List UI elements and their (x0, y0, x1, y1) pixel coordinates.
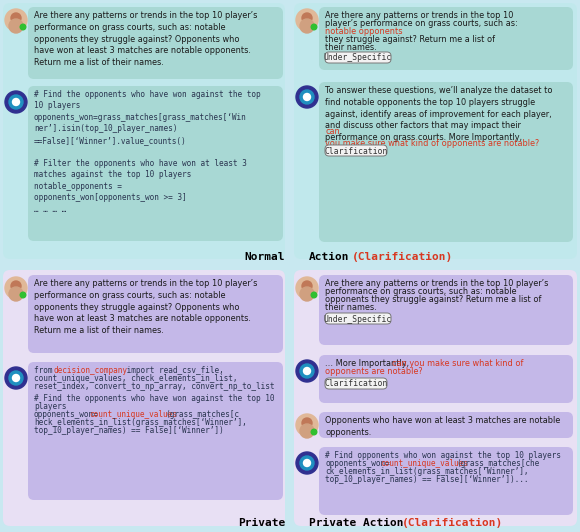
Circle shape (300, 424, 314, 438)
FancyBboxPatch shape (28, 86, 283, 241)
Circle shape (296, 86, 318, 108)
FancyBboxPatch shape (3, 270, 285, 526)
Text: import read_csv_file,: import read_csv_file, (122, 366, 224, 375)
Circle shape (300, 456, 314, 470)
Circle shape (300, 364, 314, 378)
Circle shape (300, 90, 314, 104)
Circle shape (11, 281, 21, 291)
FancyBboxPatch shape (319, 447, 573, 515)
Circle shape (9, 287, 23, 301)
Circle shape (5, 367, 27, 389)
FancyBboxPatch shape (319, 275, 573, 345)
Text: Normal: Normal (245, 252, 285, 262)
Text: Private: Private (238, 518, 285, 528)
Text: (grass_matches[che: (grass_matches[che (456, 459, 539, 468)
Circle shape (20, 24, 26, 30)
Text: opponents they struggle against? Return me a list of: opponents they struggle against? Return … (325, 295, 541, 304)
Text: count_unique_values, check_elements_in_list,: count_unique_values, check_elements_in_l… (34, 374, 237, 383)
Text: opponents are notable?: opponents are notable? (325, 367, 423, 376)
Circle shape (9, 19, 23, 33)
Circle shape (13, 375, 20, 381)
Text: can
you make sure what kind of opponents are notable?: can you make sure what kind of opponents… (325, 127, 539, 148)
FancyBboxPatch shape (28, 362, 283, 500)
Text: Opponents who have won at least 3 matches are notable
opponents.: Opponents who have won at least 3 matche… (325, 416, 560, 437)
FancyBboxPatch shape (294, 270, 577, 526)
Text: Are there any patterns or trends in the top 10: Are there any patterns or trends in the … (325, 11, 513, 20)
Circle shape (311, 24, 317, 30)
Circle shape (11, 13, 21, 23)
FancyBboxPatch shape (319, 412, 573, 438)
Circle shape (302, 418, 312, 428)
Text: opponents_won=: opponents_won= (325, 459, 390, 468)
Text: heck_elements_in_list(grass_matches[‘Winner’],: heck_elements_in_list(grass_matches[‘Win… (34, 418, 246, 427)
Circle shape (13, 98, 20, 105)
Text: notable opponents: notable opponents (325, 27, 403, 36)
Circle shape (302, 13, 312, 23)
Circle shape (302, 281, 312, 291)
Text: they struggle against? Return me a list of: they struggle against? Return me a list … (325, 35, 495, 44)
FancyBboxPatch shape (325, 378, 387, 389)
Text: Are there any patterns or trends in the top 10 player’s: Are there any patterns or trends in the … (325, 279, 548, 288)
FancyBboxPatch shape (325, 145, 387, 156)
Circle shape (300, 287, 314, 301)
FancyBboxPatch shape (325, 52, 391, 63)
Text: count_unique_values: count_unique_values (89, 410, 177, 419)
Text: Action: Action (309, 252, 350, 262)
Text: top_10_player_names) == False][‘Winner’])...: top_10_player_names) == False][‘Winner’]… (325, 475, 528, 484)
Circle shape (311, 429, 317, 435)
Text: player’s performance on grass courts, such as:: player’s performance on grass courts, su… (325, 19, 520, 28)
Text: decision_company: decision_company (54, 366, 128, 375)
Text: can you make sure what kind of: can you make sure what kind of (392, 359, 523, 368)
Text: Private Action: Private Action (309, 518, 404, 528)
Text: … More Importantly,: … More Importantly, (325, 359, 412, 368)
FancyBboxPatch shape (3, 3, 285, 259)
Text: To answer these questions, we’ll analyze the dataset to
find notable opponents t: To answer these questions, we’ll analyze… (325, 86, 553, 142)
Circle shape (303, 460, 310, 467)
Text: top_10_player_names) == False][‘Winner’]): top_10_player_names) == False][‘Winner’]… (34, 426, 224, 435)
Circle shape (9, 95, 23, 109)
Text: Under_Specific: Under_Specific (324, 54, 392, 62)
Text: performance on grass courts, such as: notable: performance on grass courts, such as: no… (325, 287, 517, 296)
Text: # Find the opponents who have won against the top 10: # Find the opponents who have won agains… (34, 394, 274, 403)
Circle shape (296, 452, 318, 474)
Circle shape (5, 277, 27, 299)
Circle shape (296, 277, 318, 299)
Text: players: players (34, 402, 66, 411)
Text: Clarification: Clarification (324, 146, 387, 155)
Text: Are there any patterns or trends in the top 10 player’s
performance on grass cou: Are there any patterns or trends in the … (34, 11, 258, 67)
Text: (Clarification): (Clarification) (402, 518, 503, 528)
Text: their names.: their names. (325, 43, 376, 52)
Text: Clarification: Clarification (324, 379, 387, 388)
FancyBboxPatch shape (319, 82, 573, 242)
Circle shape (9, 371, 23, 385)
FancyBboxPatch shape (319, 355, 573, 403)
Circle shape (296, 414, 318, 436)
Circle shape (296, 360, 318, 382)
FancyBboxPatch shape (28, 275, 283, 353)
Text: ck_elements_in_list(grass_matches[‘Winner’],: ck_elements_in_list(grass_matches[‘Winne… (325, 467, 528, 476)
Text: # Find the opponents who have won against the top
10 players
opponents_won=grass: # Find the opponents who have won agains… (34, 90, 260, 213)
Circle shape (303, 94, 310, 101)
Text: (Clarification): (Clarification) (352, 252, 453, 262)
FancyBboxPatch shape (319, 7, 573, 70)
Text: reset_index, convert_to_np_array, convert_np_to_list: reset_index, convert_to_np_array, conver… (34, 382, 274, 391)
Text: opponents_won=: opponents_won= (34, 410, 99, 419)
Text: their names.: their names. (325, 303, 376, 312)
Circle shape (5, 9, 27, 31)
Circle shape (20, 292, 26, 298)
Circle shape (300, 19, 314, 33)
Text: (grass_matches[c: (grass_matches[c (165, 410, 239, 419)
FancyBboxPatch shape (294, 3, 577, 259)
FancyBboxPatch shape (28, 7, 283, 79)
Text: Are there any patterns or trends in the top 10 player’s
performance on grass cou: Are there any patterns or trends in the … (34, 279, 258, 335)
Circle shape (296, 9, 318, 31)
Circle shape (303, 368, 310, 375)
Text: count_unique_values: count_unique_values (380, 459, 468, 468)
FancyBboxPatch shape (325, 313, 391, 324)
Text: Under_Specific: Under_Specific (324, 314, 392, 323)
Circle shape (311, 292, 317, 298)
Text: from: from (34, 366, 57, 375)
Circle shape (5, 91, 27, 113)
Text: # Find opponents who won against the top 10 players: # Find opponents who won against the top… (325, 451, 561, 460)
